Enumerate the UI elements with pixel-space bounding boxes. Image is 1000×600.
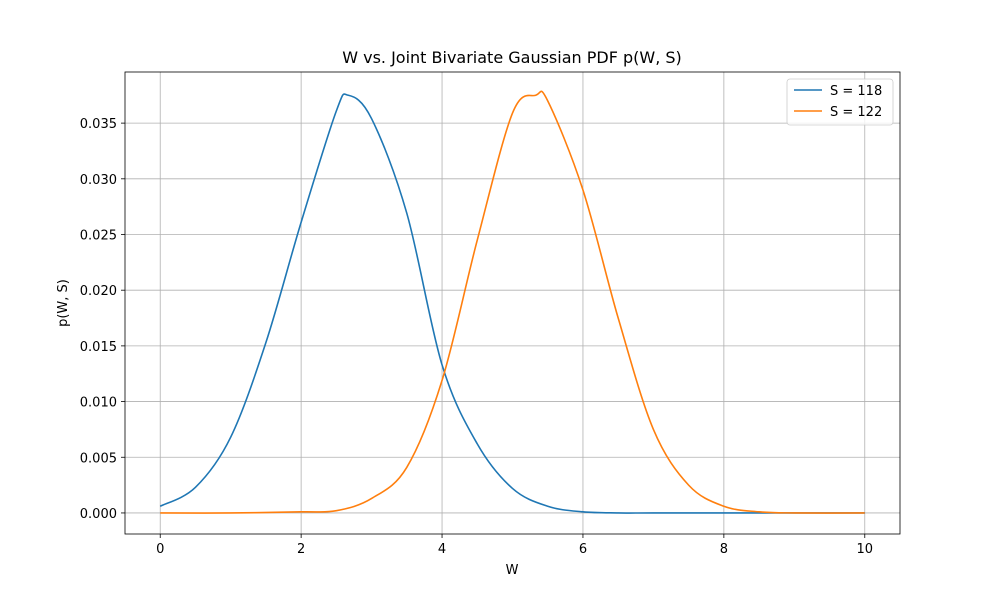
y-tick-label: 0.035 (80, 117, 117, 132)
grid-lines (125, 72, 900, 534)
legend-label-s122: S = 122 (830, 105, 882, 120)
x-tick-label: 8 (720, 542, 728, 557)
y-tick-label: 0.030 (80, 173, 117, 188)
legend-label-s118: S = 118 (830, 84, 882, 99)
x-axis-label: W (506, 563, 519, 578)
x-tick-label: 10 (856, 542, 873, 557)
y-tick-label: 0.015 (80, 340, 117, 355)
y-tick-label: 0.010 (80, 396, 117, 411)
y-tick-label: 0.005 (80, 451, 117, 466)
series-line-0 (159, 93, 865, 514)
x-tick-label: 6 (579, 542, 587, 557)
y-axis-label: p(W, S) (56, 279, 71, 327)
plot-frame (124, 71, 901, 535)
x-axis-ticks: 0 2 4 6 8 10 (156, 534, 873, 557)
x-tick-label: 0 (156, 542, 164, 557)
series-line-1 (160, 90, 865, 514)
x-tick-label: 2 (297, 542, 305, 557)
series-lines (159, 90, 865, 514)
x-tick-label: 4 (438, 542, 446, 557)
y-axis-ticks: 0.000 0.005 0.010 0.015 0.020 0.025 0.030 0.035 (80, 117, 125, 522)
y-tick-label: 0.000 (80, 507, 117, 522)
y-tick-label: 0.020 (80, 284, 117, 299)
y-tick-label: 0.025 (80, 229, 117, 244)
chart-title: W vs. Joint Bivariate Gaussian PDF p(W, … (342, 48, 682, 67)
legend: S = 118 S = 122 (786, 78, 894, 126)
